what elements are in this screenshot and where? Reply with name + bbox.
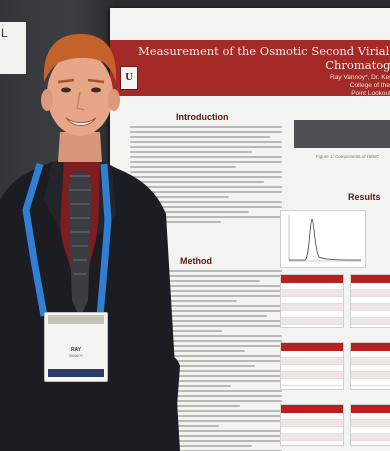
poster-title-line-2: Chromatogr	[325, 58, 390, 72]
poster-affiliation-2: Point Lookout, M	[351, 90, 390, 97]
badge-header	[48, 315, 104, 324]
section-method: Method	[180, 256, 212, 266]
badge-footer	[48, 369, 104, 377]
poster-affiliation-1: College of the Oz	[349, 82, 390, 89]
university-logo: U	[120, 66, 138, 90]
lanyard-left	[22, 162, 48, 317]
lanyard-right	[96, 163, 112, 317]
ear-left	[41, 89, 53, 111]
results-table-5	[280, 404, 344, 446]
results-table-2	[350, 274, 390, 328]
chromatogram-chart	[280, 210, 366, 268]
booth-sign-card: L	[0, 22, 26, 74]
results-table-3	[280, 342, 344, 390]
tie-stripes	[69, 175, 91, 275]
hair	[43, 34, 117, 82]
ear-right	[108, 89, 120, 111]
eyebrows	[57, 78, 105, 84]
poster-authors: Ray Vannoy*, Dr. Kenne College of the Oz…	[240, 74, 390, 98]
nose	[76, 91, 85, 111]
name-badge: RAY VANNOY	[44, 312, 108, 382]
lapel-left	[44, 160, 64, 230]
poster-title: Measurement of the Osmotic Second Virial…	[138, 44, 390, 72]
poster-author-line: Ray Vannoy*, Dr. Kenne	[330, 74, 390, 81]
logo-letter: U	[125, 73, 133, 83]
neck	[58, 132, 102, 162]
results-table-1	[280, 274, 344, 328]
eye-left	[61, 87, 71, 93]
results-table-4	[350, 342, 390, 390]
figure-caption: Figure 1: Components of HEBC	[316, 154, 380, 159]
instrument-photo	[294, 120, 390, 148]
section-introduction: Introduction	[176, 112, 229, 122]
booth-sign-text: L	[1, 26, 8, 40]
results-table-6	[350, 404, 390, 446]
poster-title-line-1: Measurement of the Osmotic Second Virial…	[138, 44, 390, 58]
smile	[65, 117, 97, 126]
badge-org: VANNOY	[68, 354, 84, 358]
arm-right	[150, 353, 180, 420]
intro-text-block	[130, 126, 282, 226]
badge-name: RAY	[70, 347, 82, 353]
research-poster: U Measurement of the Osmotic Second Viri…	[110, 8, 390, 451]
poster-banner	[110, 40, 390, 96]
eye-right	[91, 87, 101, 93]
chromatogram-curve	[288, 215, 362, 262]
section-results: Results	[348, 192, 381, 202]
